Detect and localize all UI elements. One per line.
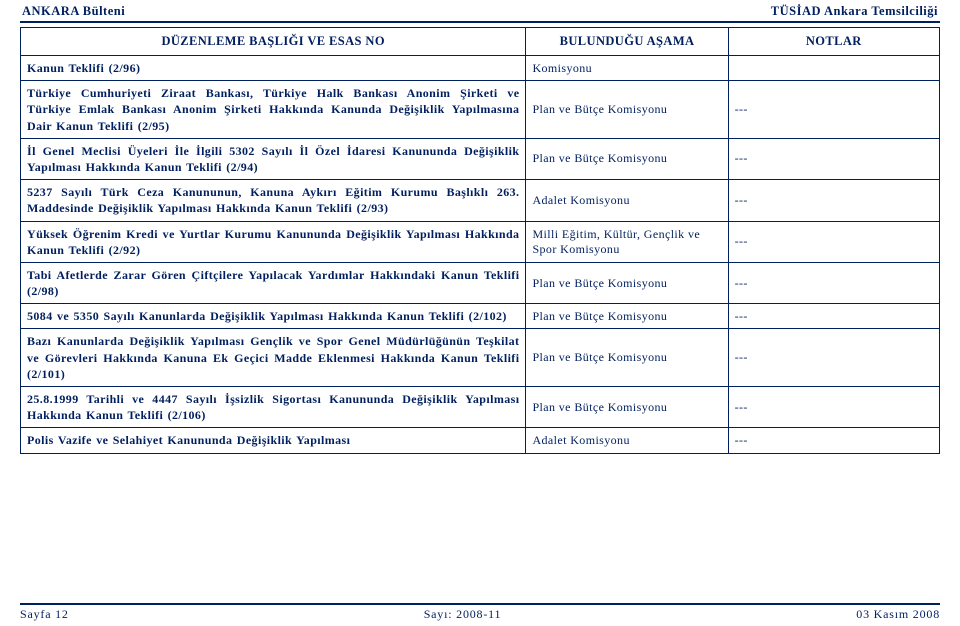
cell-stage: Komisyonu (526, 56, 728, 81)
cell-notes: --- (728, 81, 939, 139)
table-row: Polis Vazife ve Selahiyet Kanununda Deği… (21, 428, 940, 453)
table-row: Kanun Teklifi (2/96) Komisyonu (21, 56, 940, 81)
cell-notes: --- (728, 428, 939, 453)
cell-notes: --- (728, 221, 939, 262)
footer-page: Sayfa 12 (20, 607, 69, 622)
table-row: Bazı Kanunlarda Değişiklik Yapılması Gen… (21, 329, 940, 387)
cell-title: Tabi Afetlerde Zarar Gören Çiftçilere Ya… (21, 262, 526, 303)
running-header: ANKARA Bülteni TÜSİAD Ankara Temsilciliğ… (20, 4, 940, 21)
cell-title: Bazı Kanunlarda Değişiklik Yapılması Gen… (21, 329, 526, 387)
footer-row: Sayfa 12 Sayı: 2008-11 03 Kasım 2008 (20, 607, 940, 622)
cell-stage: Plan ve Bütçe Komisyonu (526, 81, 728, 139)
bulletin-table: DÜZENLEME BAŞLIĞI VE ESAS NO BULUNDUĞU A… (20, 27, 940, 454)
cell-notes: --- (728, 304, 939, 329)
footer-issue: Sayı: 2008-11 (424, 607, 502, 622)
header-left: ANKARA Bülteni (22, 4, 125, 19)
table-row: Türkiye Cumhuriyeti Ziraat Bankası, Türk… (21, 81, 940, 139)
footer-date: 03 Kasım 2008 (856, 607, 940, 622)
cell-stage: Adalet Komisyonu (526, 428, 728, 453)
col-header-notes: NOTLAR (728, 28, 939, 56)
table-row: İl Genel Meclisi Üyeleri İle İlgili 5302… (21, 138, 940, 179)
cell-title: İl Genel Meclisi Üyeleri İle İlgili 5302… (21, 138, 526, 179)
cell-stage: Adalet Komisyonu (526, 180, 728, 221)
col-header-stage: BULUNDUĞU AŞAMA (526, 28, 728, 56)
header-right: TÜSİAD Ankara Temsilciliği (771, 4, 938, 19)
table-row: 5084 ve 5350 Sayılı Kanunlarda Değişikli… (21, 304, 940, 329)
cell-notes: --- (728, 180, 939, 221)
cell-title: Yüksek Öğrenim Kredi ve Yurtlar Kurumu K… (21, 221, 526, 262)
cell-title: 5237 Sayılı Türk Ceza Kanununun, Kanuna … (21, 180, 526, 221)
cell-stage: Plan ve Bütçe Komisyonu (526, 262, 728, 303)
table-row: Yüksek Öğrenim Kredi ve Yurtlar Kurumu K… (21, 221, 940, 262)
cell-notes: --- (728, 138, 939, 179)
page-footer: Sayfa 12 Sayı: 2008-11 03 Kasım 2008 (20, 603, 940, 622)
cell-stage: Plan ve Bütçe Komisyonu (526, 138, 728, 179)
cell-notes: --- (728, 262, 939, 303)
table-row: Tabi Afetlerde Zarar Gören Çiftçilere Ya… (21, 262, 940, 303)
cell-notes: --- (728, 329, 939, 387)
col-header-title: DÜZENLEME BAŞLIĞI VE ESAS NO (21, 28, 526, 56)
cell-stage: Plan ve Bütçe Komisyonu (526, 329, 728, 387)
table-body: Kanun Teklifi (2/96) Komisyonu Türkiye C… (21, 56, 940, 454)
header-rule (20, 21, 940, 23)
cell-notes: --- (728, 387, 939, 428)
cell-stage: Plan ve Bütçe Komisyonu (526, 304, 728, 329)
cell-title: 25.8.1999 Tarihli ve 4447 Sayılı İşsizli… (21, 387, 526, 428)
table-row: 5237 Sayılı Türk Ceza Kanununun, Kanuna … (21, 180, 940, 221)
cell-title: 5084 ve 5350 Sayılı Kanunlarda Değişikli… (21, 304, 526, 329)
cell-stage: Plan ve Bütçe Komisyonu (526, 387, 728, 428)
footer-rule (20, 603, 940, 605)
table-row: 25.8.1999 Tarihli ve 4447 Sayılı İşsizli… (21, 387, 940, 428)
cell-stage: Milli Eğitim, Kültür, Gençlik ve Spor Ko… (526, 221, 728, 262)
page: ANKARA Bülteni TÜSİAD Ankara Temsilciliğ… (0, 0, 960, 626)
cell-title: Polis Vazife ve Selahiyet Kanununda Deği… (21, 428, 526, 453)
cell-notes (728, 56, 939, 81)
cell-title: Türkiye Cumhuriyeti Ziraat Bankası, Türk… (21, 81, 526, 139)
table-header-row: DÜZENLEME BAŞLIĞI VE ESAS NO BULUNDUĞU A… (21, 28, 940, 56)
cell-title: Kanun Teklifi (2/96) (21, 56, 526, 81)
